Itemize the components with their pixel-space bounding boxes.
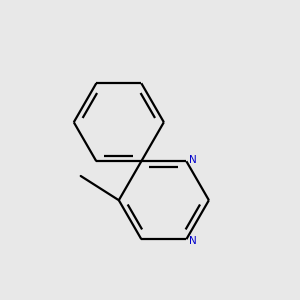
Text: N: N — [189, 155, 196, 165]
Text: N: N — [189, 236, 196, 246]
